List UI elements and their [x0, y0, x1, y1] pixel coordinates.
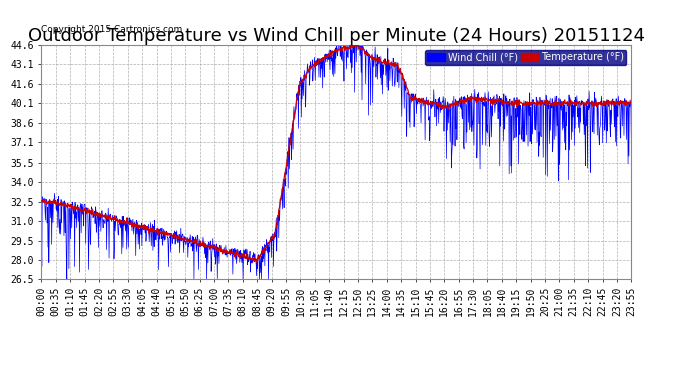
Title: Outdoor Temperature vs Wind Chill per Minute (24 Hours) 20151124: Outdoor Temperature vs Wind Chill per Mi… [28, 27, 645, 45]
Legend: Wind Chill (°F), Temperature (°F): Wind Chill (°F), Temperature (°F) [425, 50, 627, 65]
Text: Copyright 2015 Cartronics.com: Copyright 2015 Cartronics.com [41, 25, 183, 34]
